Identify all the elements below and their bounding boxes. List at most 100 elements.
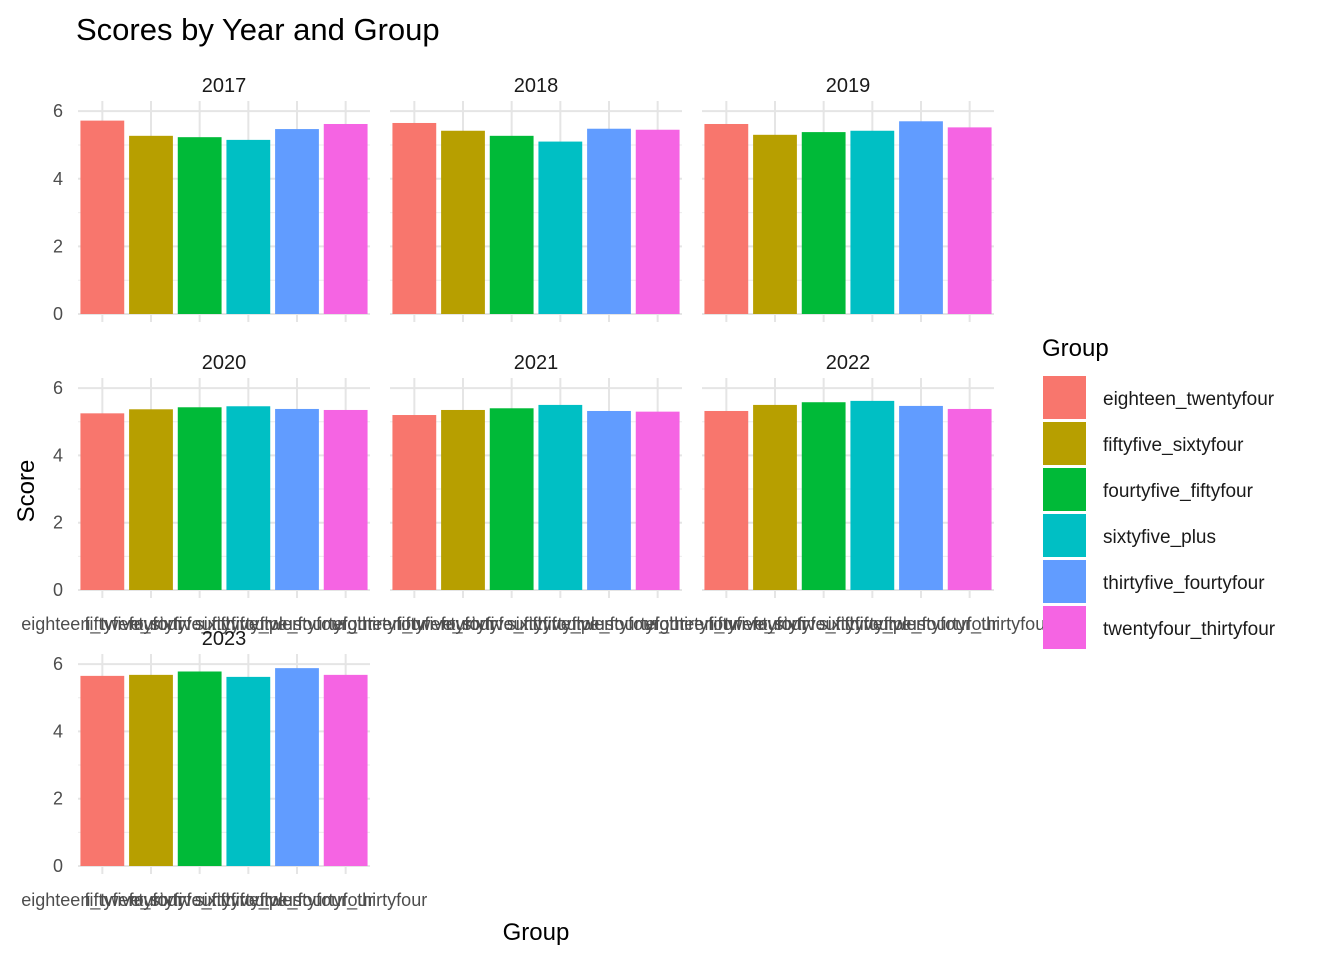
x-tick-label: thirtyfive_fourtyfour: [844, 614, 997, 635]
bar-2018-eighteen_twentyfour: [392, 122, 437, 314]
legend-label: eighteen_twentyfour: [1103, 389, 1275, 410]
x-tick-label: sixtyfive_plus: [507, 614, 614, 635]
x-tick-label: fourtyfive_fiftyfour: [129, 614, 271, 635]
bar-2018-twentyfour_thirtyfour: [635, 129, 680, 314]
facet-panel-2023: 0 2 4 6 2023 eighteen_twentyfourfiftyfive_six…: [21, 628, 427, 911]
bar-2020-eighteen_twentyfour: [80, 413, 125, 590]
legend-key: [1043, 422, 1086, 465]
legend: Group eighteen_twentyfour fiftyfive_sixty…: [1042, 335, 1276, 649]
x-tick-label: fourtyfive_fiftyfour: [441, 614, 583, 635]
x-tick-label: sixtyfive_plus: [195, 890, 302, 911]
legend-item-thirtyfive_fourtyfour: thirtyfive_fourtyfour: [1043, 560, 1265, 603]
bar-2019-sixtyfive_plus: [850, 130, 895, 314]
legend-key: [1043, 468, 1086, 511]
bar-2020-fourtyfive_fiftyfour: [177, 407, 222, 590]
y-tick-label: 6: [53, 378, 63, 398]
bar-2021-fourtyfive_fiftyfour: [489, 408, 534, 590]
bar-2021-eighteen_twentyfour: [392, 415, 437, 590]
bar-2020-sixtyfive_plus: [226, 406, 271, 590]
bar-2021-thirtyfive_fourtyfour: [587, 410, 631, 590]
x-tick-label: fourtyfive_fiftyfour: [753, 614, 895, 635]
bar-2021-sixtyfive_plus: [538, 404, 583, 590]
x-tick-label: sixtyfive_plus: [819, 614, 926, 635]
y-tick-label: 0: [53, 856, 63, 876]
legend-key: [1043, 514, 1086, 557]
bar-2017-sixtyfive_plus: [226, 139, 271, 314]
x-tick-label: sixtyfive_plus: [195, 614, 302, 635]
bar-2022-fiftyfive_sixtyfour: [753, 404, 797, 590]
x-tick-label: eighteen_twentyfour: [21, 614, 183, 635]
legend-key: [1043, 606, 1086, 649]
bar-2022-sixtyfive_plus: [850, 400, 895, 590]
legend-title: Group: [1042, 335, 1109, 362]
bar-2022-thirtyfive_fourtyfour: [899, 405, 943, 590]
x-tick-label: fiftyfive_sixtyfour: [396, 614, 529, 635]
facet-strip-title: 2018: [514, 75, 559, 97]
facet-panel-2018: 2018: [390, 75, 682, 322]
x-tick-label: fiftyfive_sixtyfour: [708, 614, 841, 635]
bar-2023-fiftyfive_sixtyfour: [129, 674, 173, 866]
legend-item-twentyfour_thirtyfour: twentyfour_thirtyfour: [1043, 606, 1276, 649]
facet-panels: 0 2 4 6 2017 2018 2019 0 2 4 6 2020 eighteen_twentyf…: [21, 75, 1051, 911]
x-axis-title: Group: [503, 919, 570, 946]
legend-item-eighteen_twentyfour: eighteen_twentyfour: [1043, 376, 1275, 419]
bar-2017-eighteen_twentyfour: [80, 120, 125, 314]
y-tick-label: 2: [53, 789, 63, 809]
x-tick-label: fiftyfive_sixtyfour: [84, 614, 217, 635]
facet-strip-title: 2019: [826, 75, 871, 97]
x-tick-label: twentyfour_thirtyfour: [264, 890, 427, 911]
bar-2017-fiftyfive_sixtyfour: [129, 135, 173, 314]
legend-item-fourtyfive_fiftyfour: fourtyfive_fiftyfour: [1043, 468, 1254, 511]
y-tick-label: 2: [53, 236, 63, 256]
bar-2017-thirtyfive_fourtyfour: [275, 129, 319, 314]
bar-2022-fourtyfive_fiftyfour: [801, 402, 846, 590]
y-tick-label: 2: [53, 513, 63, 533]
legend-item-fiftyfive_sixtyfour: fiftyfive_sixtyfour: [1043, 422, 1244, 465]
bar-2021-twentyfour_thirtyfour: [635, 411, 680, 590]
legend-key: [1043, 376, 1086, 419]
y-tick-label: 4: [53, 445, 63, 465]
bar-2023-thirtyfive_fourtyfour: [275, 668, 319, 866]
facet-strip-title: 2021: [514, 352, 559, 374]
legend-items: eighteen_twentyfour fiftyfive_sixtyfourfo…: [1043, 376, 1276, 649]
bar-2019-thirtyfive_fourtyfour: [899, 121, 943, 315]
facet-panel-2022: 2022 eighteen_twentyfourfiftyfive_sixtyfo…: [645, 352, 1051, 635]
bar-2022-eighteen_twentyfour: [704, 410, 749, 590]
bar-2018-fourtyfive_fiftyfour: [489, 135, 534, 314]
x-tick-label: fiftyfive_sixtyfour: [84, 890, 217, 911]
x-tick-label: eighteen_twentyfour: [333, 614, 495, 635]
y-tick-label: 0: [53, 580, 63, 600]
facet-strip-title: 2023: [202, 628, 247, 650]
bar-2017-fourtyfive_fiftyfour: [177, 137, 222, 314]
bar-2019-twentyfour_thirtyfour: [947, 127, 992, 314]
bar-2019-eighteen_twentyfour: [704, 123, 749, 314]
bar-2018-fiftyfive_sixtyfour: [441, 130, 485, 314]
bar-2018-sixtyfive_plus: [538, 141, 583, 314]
legend-label: fiftyfive_sixtyfour: [1103, 435, 1244, 456]
x-tick-label: thirtyfive_fourtyfour: [220, 614, 373, 635]
bar-2023-sixtyfive_plus: [226, 676, 271, 866]
legend-key: [1043, 560, 1086, 603]
bar-2023-eighteen_twentyfour: [80, 675, 125, 866]
y-tick-label: 6: [53, 101, 63, 121]
legend-label: twentyfour_thirtyfour: [1103, 619, 1276, 640]
x-tick-label: thirtyfive_fourtyfour: [532, 614, 685, 635]
legend-item-sixtyfive_plus: sixtyfive_plus: [1043, 514, 1216, 557]
bar-2019-fiftyfive_sixtyfour: [753, 134, 797, 314]
y-tick-label: 6: [53, 654, 63, 674]
facet-panel-2021: 2021 eighteen_twentyfourfiftyfive_sixtyfo…: [333, 352, 739, 635]
chart-title: Scores by Year and Group: [76, 12, 440, 47]
x-tick-label: twentyfour_thirtyfour: [576, 614, 739, 635]
x-tick-label: eighteen_twentyfour: [645, 614, 807, 635]
bar-2020-thirtyfive_fourtyfour: [275, 408, 319, 590]
bar-2021-fiftyfive_sixtyfour: [441, 409, 485, 590]
x-tick-label: twentyfour_thirtyfour: [888, 614, 1051, 635]
facet-panel-2020: 0 2 4 6 2020 eighteen_twentyfourfiftyfive_six…: [21, 352, 427, 635]
facet-panel-2019: 2019: [702, 75, 994, 322]
y-tick-label: 4: [53, 721, 63, 741]
y-axis-title: Score: [13, 460, 40, 523]
bar-2018-thirtyfive_fourtyfour: [587, 128, 631, 314]
facet-strip-title: 2022: [826, 352, 871, 374]
bar-2023-fourtyfive_fiftyfour: [177, 671, 222, 866]
